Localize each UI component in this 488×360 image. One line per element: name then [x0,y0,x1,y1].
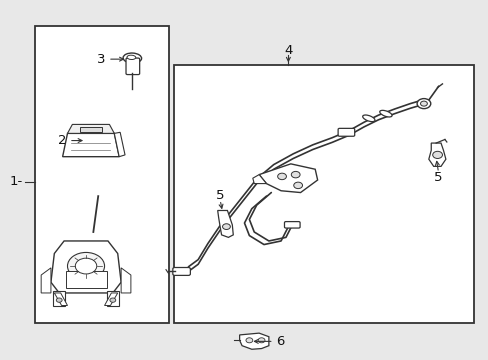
Circle shape [245,338,252,343]
Polygon shape [217,211,233,237]
Circle shape [110,298,116,302]
Circle shape [432,151,442,158]
Bar [65,271,106,288]
Bar [35,26,168,323]
Bar [107,291,119,306]
Ellipse shape [127,55,136,59]
Bar [80,127,102,132]
Circle shape [277,173,286,180]
Polygon shape [259,164,317,193]
Bar [173,65,473,323]
Circle shape [291,171,300,178]
Polygon shape [104,293,118,306]
Circle shape [67,252,104,280]
Text: 3: 3 [97,53,105,66]
FancyBboxPatch shape [172,267,190,275]
Polygon shape [51,241,121,293]
Polygon shape [62,134,119,157]
Text: 5: 5 [433,171,442,184]
Text: 6: 6 [276,335,284,348]
Polygon shape [121,268,131,293]
FancyBboxPatch shape [284,222,300,228]
Polygon shape [428,143,445,166]
Circle shape [416,99,430,109]
Ellipse shape [379,110,391,117]
Polygon shape [54,293,67,306]
Circle shape [75,258,97,274]
Text: 5: 5 [215,189,224,202]
Ellipse shape [362,115,374,122]
Polygon shape [114,132,125,157]
FancyBboxPatch shape [126,58,140,75]
Polygon shape [239,333,268,349]
Circle shape [222,224,230,229]
Circle shape [258,338,264,343]
Circle shape [293,182,302,189]
FancyBboxPatch shape [337,129,354,136]
Bar [53,291,65,306]
Circle shape [56,298,62,302]
Ellipse shape [123,53,142,63]
Circle shape [420,101,427,106]
Text: 2: 2 [58,134,66,147]
Polygon shape [252,175,266,184]
Polygon shape [41,268,51,293]
Polygon shape [67,125,114,134]
Text: 4: 4 [284,44,292,57]
Text: 1-: 1- [9,175,22,188]
